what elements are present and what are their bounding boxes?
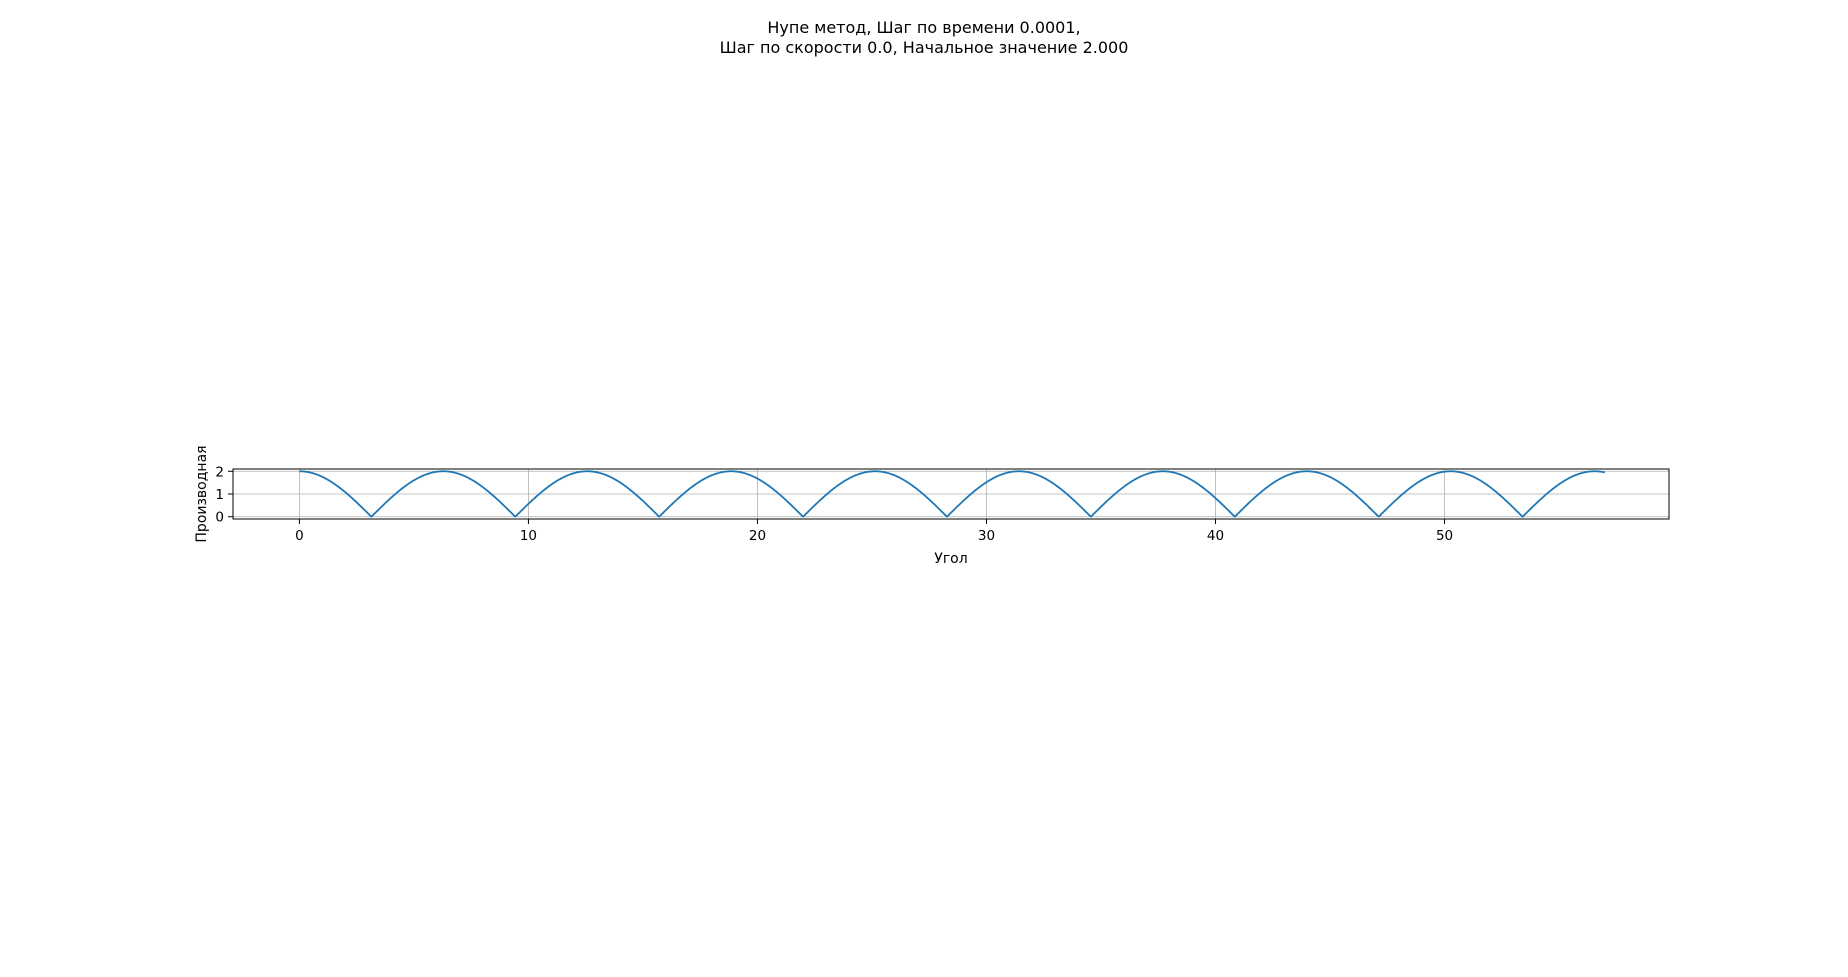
x-tick-label: 10 — [520, 528, 537, 544]
x-tick-label: 40 — [1207, 528, 1224, 544]
chart-title-line-2: Шаг по скорости 0.0, Начальное значение … — [719, 38, 1129, 57]
y-axis-label: Производная — [194, 445, 210, 542]
chart-title-line-1: Нупе метод, Шаг по времени 0.0001, — [767, 18, 1081, 37]
x-tick-label: 30 — [978, 528, 995, 544]
x-tick-label: 20 — [749, 528, 766, 544]
x-axis-label: Угол — [934, 551, 967, 567]
series-layer — [299, 470, 1606, 518]
y-tick-label: 2 — [215, 464, 224, 480]
y-tick-label: 0 — [215, 510, 224, 526]
series-line — [299, 470, 1606, 518]
x-tick-label: 50 — [1436, 528, 1453, 544]
y-tick-label: 1 — [215, 487, 224, 503]
grid-layer — [233, 469, 1669, 519]
x-tick-label: 0 — [295, 528, 304, 544]
tick-layer: 0 10 20 30 40 50 0 1 2 — [215, 464, 1453, 544]
